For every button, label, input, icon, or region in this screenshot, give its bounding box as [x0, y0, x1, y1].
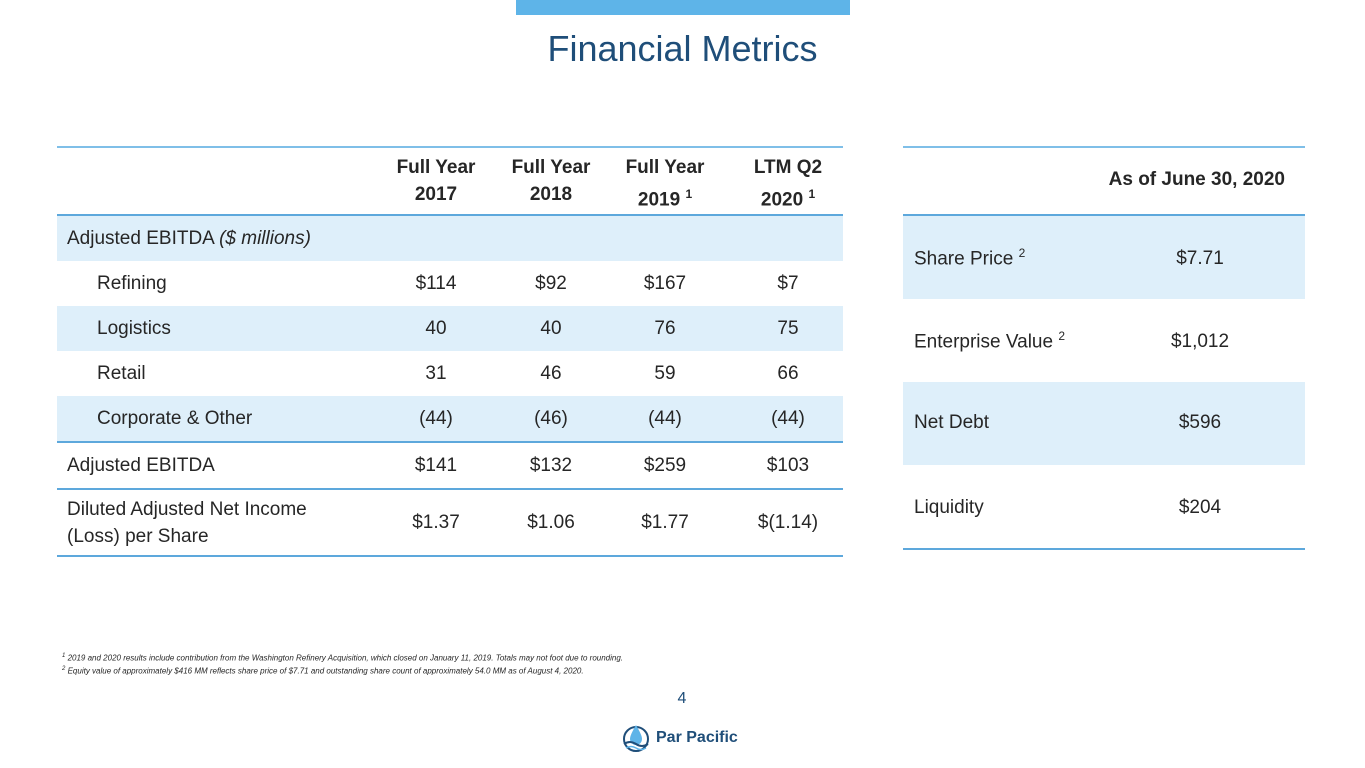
table-row-logistics: Logistics 40 40 76 75	[57, 306, 843, 351]
cell-value: (44)	[648, 408, 682, 429]
column-header-fy2018: Full Year 2018	[511, 157, 591, 205]
row-label: Net Debt	[914, 412, 989, 433]
table-row-corporate-other: Corporate & Other (44) (46) (44) (44)	[57, 396, 843, 441]
row-label: Share Price 2	[914, 246, 1026, 270]
cell-value: $1.77	[641, 512, 689, 533]
cell-value: $(1.14)	[757, 512, 819, 533]
footnotes: 1 2019 and 2020 results include contribu…	[62, 651, 623, 676]
row-label: Enterprise Value 2	[914, 329, 1066, 353]
table-row-liquidity: Liquidity $204	[903, 465, 1305, 550]
cell-value: $1.06	[527, 512, 575, 533]
row-label: Adjusted EBITDA	[67, 455, 215, 476]
section-row-adjusted-ebitda: Adjusted EBITDA ($ millions)	[57, 216, 843, 261]
par-pacific-logo-icon	[623, 725, 649, 752]
logo-text: Par Pacific	[656, 729, 738, 746]
table-row-refining: Refining $114 $92 $167 $7	[57, 261, 843, 306]
cell-value: $1.37	[412, 512, 460, 533]
table-row-diluted-eps: Diluted Adjusted Net Income (Loss) per S…	[57, 488, 843, 557]
cell-value: 75	[777, 318, 799, 339]
cell-value: $204	[1178, 497, 1222, 518]
cell-value: $1,012	[1170, 331, 1230, 352]
row-label: Logistics	[97, 318, 171, 339]
cell-value: (44)	[419, 408, 453, 429]
cell-value: 59	[654, 363, 676, 384]
cell-value: $596	[1178, 412, 1222, 433]
table-row-share-price: Share Price 2 $7.71	[903, 216, 1305, 299]
section-label: Adjusted EBITDA ($ millions)	[67, 228, 311, 249]
column-header-fy2019: Full Year 2019 1	[625, 157, 705, 211]
column-header-fy2017: Full Year 2017	[396, 157, 476, 205]
cell-value: (44)	[771, 408, 805, 429]
slide-title: Financial Metrics	[547, 28, 818, 69]
cell-value: $7	[777, 273, 799, 294]
row-label: Liquidity	[914, 497, 984, 518]
row-label: Refining	[97, 273, 167, 294]
valuation-table: As of June 30, 2020 Share Price 2 $7.71 …	[903, 146, 1305, 550]
table-row-enterprise-value: Enterprise Value 2 $1,012	[903, 299, 1305, 382]
valuation-header: As of June 30, 2020	[903, 146, 1305, 216]
cell-value: $259	[643, 455, 687, 476]
table-row-retail: Retail 31 46 59 66	[57, 351, 843, 396]
valuation-date-label: As of June 30, 2020	[1108, 169, 1285, 190]
company-logo: Par Pacific	[622, 722, 738, 754]
footnote-2: 2 Equity value of approximately $416 MM …	[62, 665, 584, 676]
cell-value: $132	[529, 455, 573, 476]
row-label: Diluted Adjusted Net Income (Loss) per S…	[67, 499, 307, 547]
row-label: Corporate & Other	[97, 408, 253, 429]
cell-value: 40	[540, 318, 562, 339]
footnote-1: 1 2019 and 2020 results include contribu…	[62, 653, 624, 663]
cell-value: 40	[425, 318, 447, 339]
cell-value: 46	[540, 363, 562, 384]
table-row-net-debt: Net Debt $596	[903, 382, 1305, 465]
cell-value: $103	[766, 455, 810, 476]
cell-value: 31	[425, 363, 447, 384]
cell-value: $114	[415, 273, 457, 294]
top-accent-bar	[516, 0, 850, 15]
cell-value: (46)	[534, 408, 568, 429]
cell-value: 76	[654, 318, 676, 339]
cell-value: $7.71	[1176, 248, 1224, 269]
cell-value: 66	[777, 363, 799, 384]
table-header: Full Year 2017 Full Year 2018 Full Year …	[57, 146, 843, 216]
financial-metrics-table: Full Year 2017 Full Year 2018 Full Year …	[57, 146, 843, 557]
row-label: Retail	[97, 363, 146, 384]
table-row-adjusted-ebitda-total: Adjusted EBITDA $141 $132 $259 $103	[57, 441, 843, 488]
cell-value: $92	[535, 273, 567, 294]
page-number: 4	[677, 690, 687, 707]
cell-value: $141	[414, 455, 458, 476]
cell-value: $167	[643, 273, 687, 294]
column-header-ltm-q2-2020: LTM Q2 2020 1	[753, 157, 823, 211]
